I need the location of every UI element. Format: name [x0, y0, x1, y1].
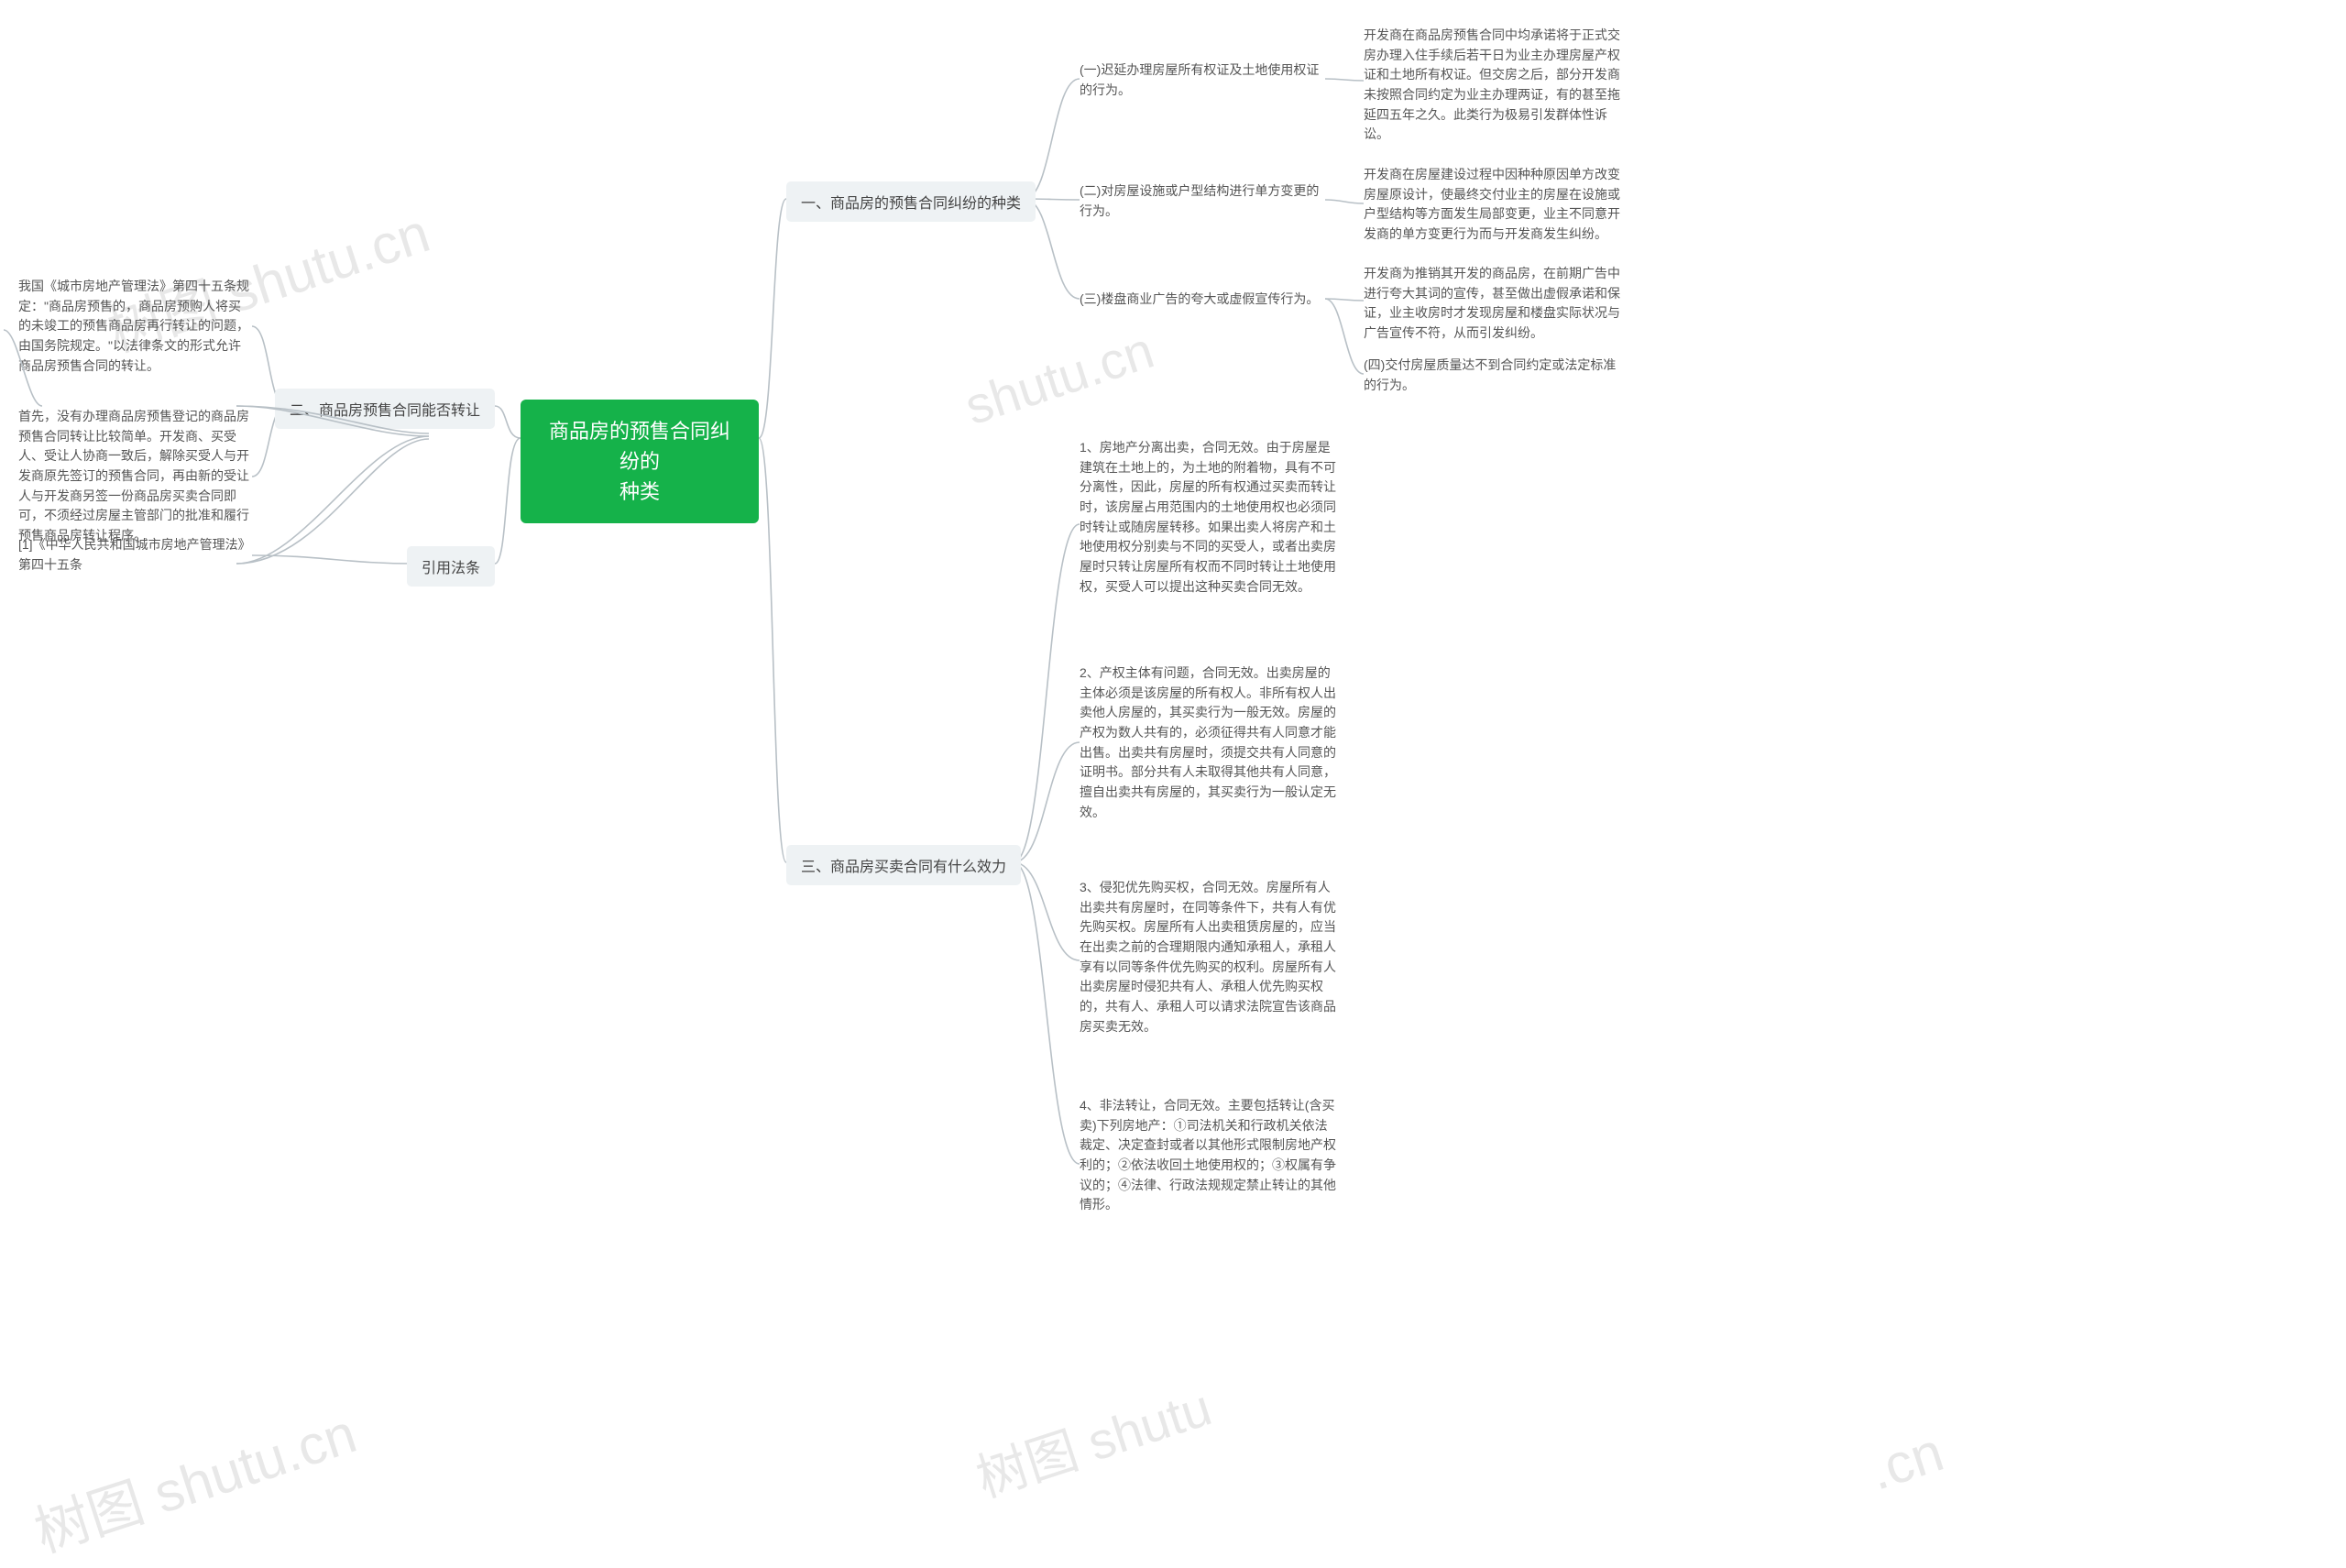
root-node: 商品房的预售合同纠纷的 种类 [521, 400, 759, 523]
watermark: 树图 shutu [966, 1366, 1220, 1512]
leaf-3-3: 3、侵犯优先购买权，合同无效。房屋所有人出卖共有房屋时，在同等条件下，共有人有优… [1080, 878, 1338, 1037]
leaf-1-1: (一)迟延办理房屋所有权证及土地使用权证的行为。 [1080, 60, 1325, 100]
leaf-3-2: 2、产权主体有问题，合同无效。出卖房屋的主体必须是该房屋的所有权人。非所有权人出… [1080, 663, 1338, 823]
branch-3: 三、商品房买卖合同有什么效力 [786, 845, 1021, 885]
leaf-1-2: (二)对房屋设施或户型结构进行单方变更的行为。 [1080, 181, 1325, 221]
leaf-1-3d: 开发商为推销其开发的商品房，在前期广告中进行夸大其词的宣传，甚至做出虚假承诺和保… [1364, 264, 1620, 344]
leaf-2a: 我国《城市房地产管理法》第四十五条规定："商品房预售的，商品房预购人将买的未竣工… [18, 277, 252, 376]
leaf-2b: 首先，没有办理商品房预售登记的商品房预售合同转让比较简单。开发商、买受人、受让人… [18, 407, 252, 546]
root-line2: 种类 [619, 480, 660, 503]
leaf-1-4: (四)交付房屋质量达不到合同约定或法定标准的行为。 [1364, 356, 1620, 395]
leaf-3-1: 1、房地产分离出卖，合同无效。由于房屋是建筑在土地上的，为土地的附着物，具有不可… [1080, 438, 1338, 598]
leaf-3-4: 4、非法转让，合同无效。主要包括转让(含买卖)下列房地产：①司法机关和行政机关依… [1080, 1096, 1338, 1215]
watermark: shutu.cn [958, 320, 1160, 436]
branch-ref: 引用法条 [407, 546, 495, 587]
leaf-1-2d: 开发商在房屋建设过程中因种种原因单方改变房屋原设计，使最终交付业主的房屋在设施或… [1364, 165, 1620, 245]
leaf-ref: [1]《中华人民共和国城市房地产管理法》第四十五条 [18, 535, 252, 575]
root-line1: 商品房的预售合同纠纷的 [549, 420, 730, 473]
leaf-1-1d: 开发商在商品房预售合同中均承诺将于正式交房办理入住手续后若干日为业主办理房屋产权… [1364, 26, 1620, 145]
watermark: .cn [1861, 1420, 1950, 1502]
watermark: 树图 shutu.cn [23, 1389, 365, 1568]
branch-2: 二、商品房预售合同能否转让 [275, 389, 495, 429]
leaf-1-3: (三)楼盘商业广告的夸大或虚假宣传行为。 [1080, 290, 1319, 310]
branch-1: 一、商品房的预售合同纠纷的种类 [786, 181, 1036, 222]
